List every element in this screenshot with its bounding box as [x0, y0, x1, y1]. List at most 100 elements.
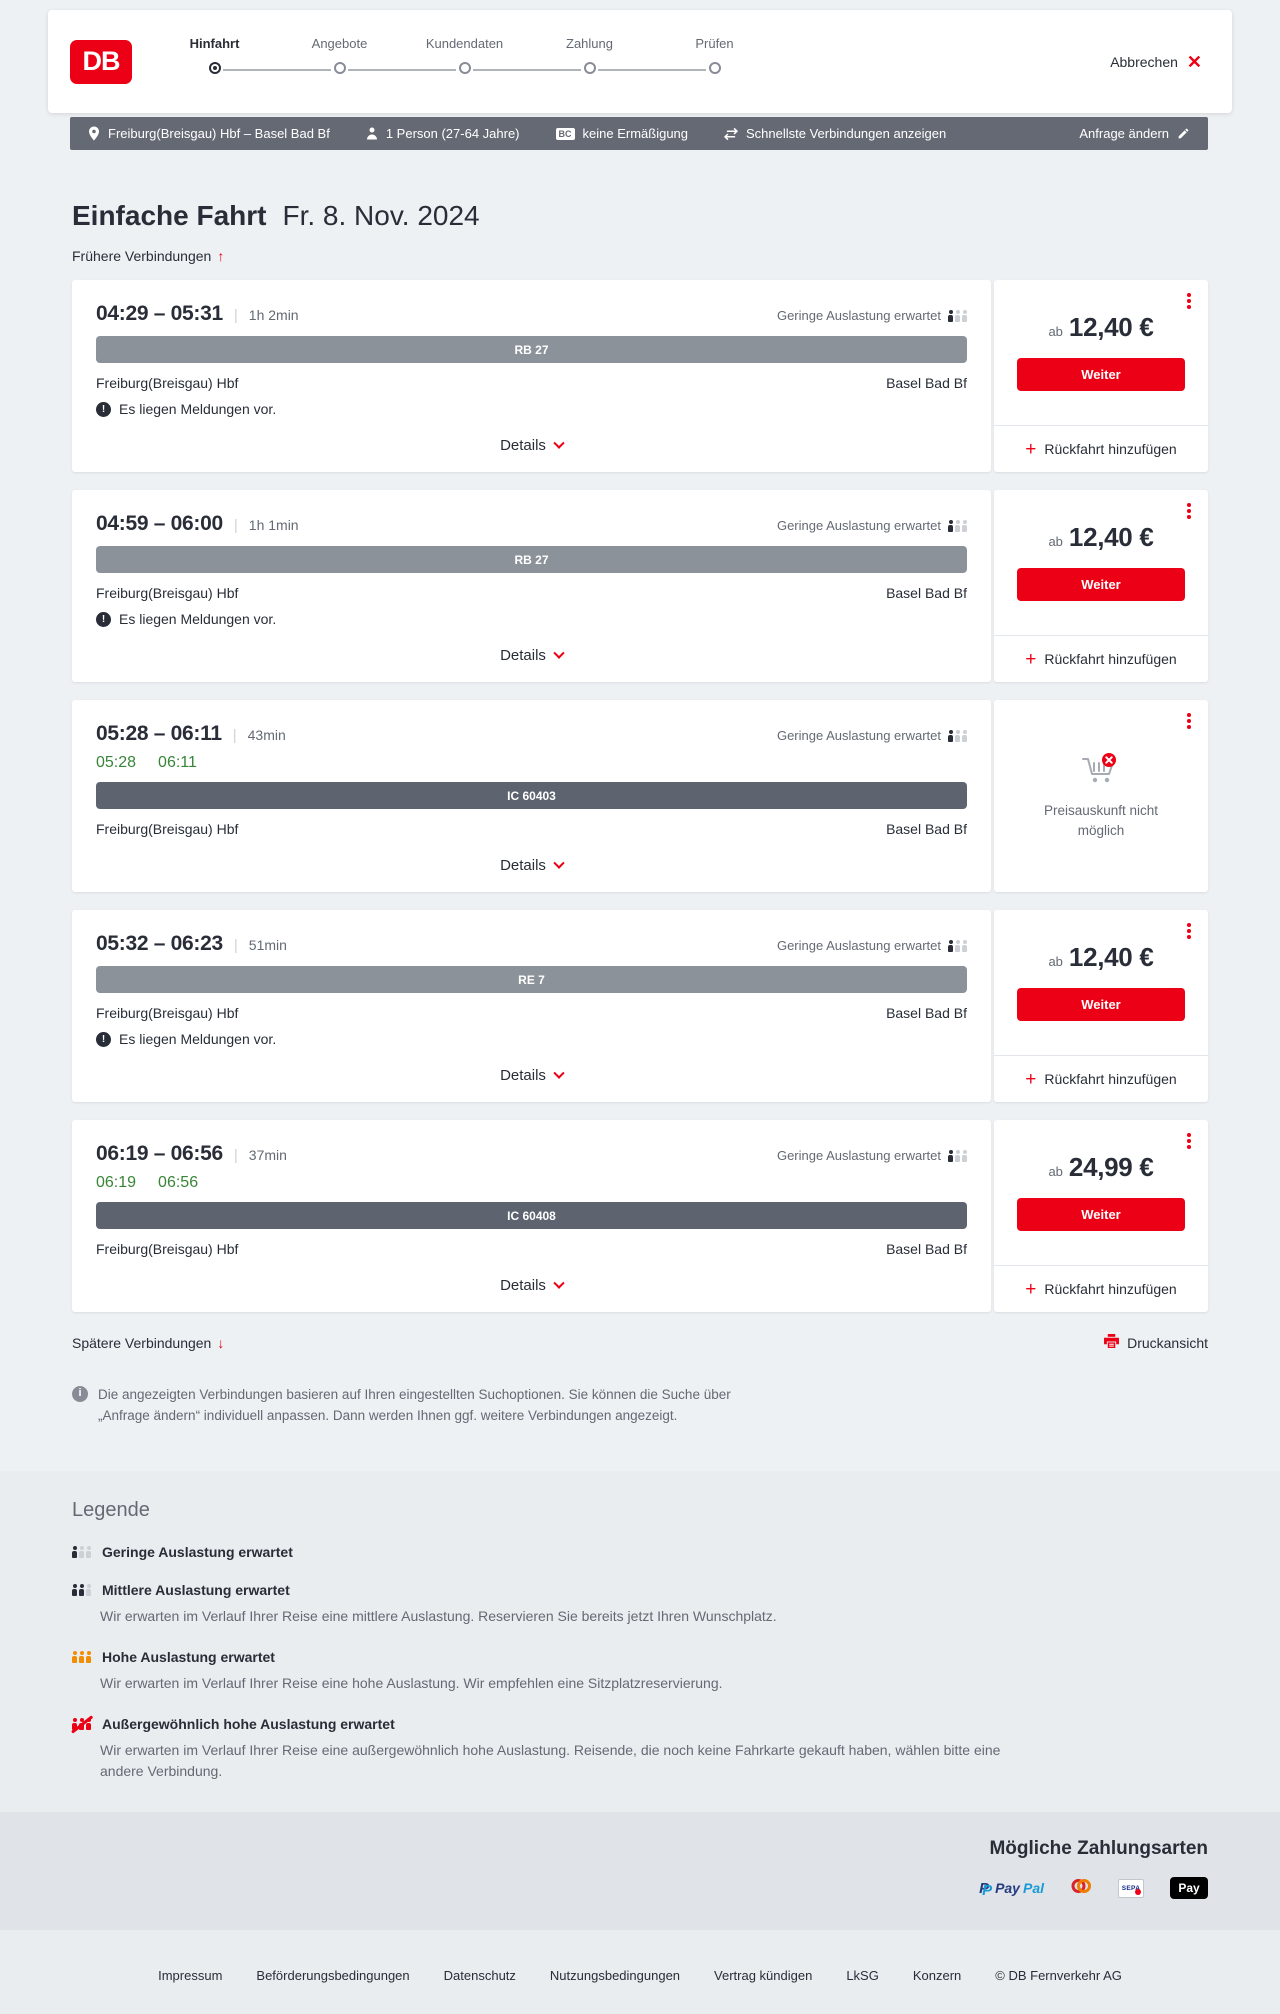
warning-text: Es liegen Meldungen vor.	[119, 1031, 277, 1047]
legend-item-title: Hohe Auslastung erwartet	[102, 1648, 275, 1665]
stepper-step[interactable]: Zahlung	[473, 10, 652, 74]
origin-station: Freiburg(Breisgau) Hbf	[96, 821, 239, 837]
footer-link[interactable]: Vertrag kündigen	[714, 1967, 813, 1983]
sepa-lastschrift-icon: SEPA	[1118, 1878, 1144, 1898]
bahncard-icon: BC	[555, 127, 575, 140]
alert-icon: !	[96, 1031, 111, 1047]
step-label: Angebote	[311, 36, 368, 51]
connection-card: 06:19 – 06:56 | 37min Geringe Auslastung…	[72, 1120, 991, 1312]
realtime-departure: 06:19	[96, 1174, 137, 1191]
print-view-button[interactable]: Druckansicht	[1104, 1334, 1208, 1351]
price-line: ab 12,40 €	[1048, 522, 1153, 553]
stepper-step[interactable]: Angebote	[223, 10, 402, 74]
connection-row: 05:28 – 06:11 | 43min Geringe Auslastung…	[72, 700, 1208, 892]
destination-station: Basel Bad Bf	[886, 1241, 967, 1257]
occupancy-indicator: Geringe Auslastung erwartet	[777, 518, 967, 533]
trip-type-title: Einfache Fahrt	[72, 200, 267, 231]
query-summary-bar: Freiburg(Breisgau) Hbf – Basel Bad Bf 1 …	[70, 117, 1208, 150]
train-segment-bar: IC 60403	[96, 782, 967, 809]
offer-panel: ab 12,40 € Weiter + Rückfahrt hinzufügen	[994, 910, 1208, 1102]
add-return-trip-button[interactable]: + Rückfahrt hinzufügen	[994, 1055, 1208, 1102]
stations-row: Freiburg(Breisgau) Hbf Basel Bad Bf	[96, 585, 967, 601]
train-number: IC 60403	[507, 788, 556, 803]
add-return-label: Rückfahrt hinzufügen	[1044, 651, 1177, 667]
origin-station: Freiburg(Breisgau) Hbf	[96, 585, 239, 601]
footer-link[interactable]: Nutzungsbedingungen	[549, 1967, 681, 1983]
footer-link[interactable]: Datenschutz	[443, 1967, 516, 1983]
db-logo[interactable]: DB	[70, 39, 132, 84]
more-options-menu[interactable]	[1185, 1131, 1193, 1151]
more-options-menu[interactable]	[1185, 291, 1193, 311]
edit-request-button[interactable]: Anfrage ändern	[1079, 126, 1190, 141]
messages-warning: ! Es liegen Meldungen vor.	[96, 1031, 967, 1047]
departure-arrival-times: 05:28 – 06:11	[96, 722, 222, 745]
step-label: Prüfen	[695, 36, 734, 51]
continue-button[interactable]: Weiter	[1017, 1198, 1185, 1231]
time-row: 05:32 – 06:23 | 51min Geringe Auslastung…	[96, 932, 967, 956]
plus-icon: +	[1025, 438, 1037, 460]
more-options-menu[interactable]	[1185, 711, 1193, 731]
step-circle-icon	[333, 62, 346, 74]
stepper-step[interactable]: Kundendaten	[348, 10, 527, 74]
connection-list: 04:29 – 05:31 | 1h 2min Geringe Auslastu…	[72, 280, 1208, 1312]
add-return-label: Rückfahrt hinzufügen	[1044, 441, 1177, 457]
occupancy-low-icon	[948, 309, 967, 322]
price-value: 12,40 €	[1068, 312, 1154, 342]
footer-link[interactable]: LkSG	[846, 1967, 879, 1983]
details-label: Details	[500, 857, 546, 874]
time-row: 06:19 – 06:56 | 37min Geringe Auslastung…	[96, 1142, 967, 1166]
details-label: Details	[500, 437, 546, 454]
checkout-stepper: Hinfahrt Angebote Kundendaten Zahlung	[152, 10, 777, 74]
more-options-menu[interactable]	[1185, 921, 1193, 941]
train-segment-bar: RE 7	[96, 966, 967, 993]
realtime-row: 06:19 06:56	[96, 1174, 967, 1192]
details-toggle[interactable]: Details	[96, 647, 967, 670]
stepper-step[interactable]: Prüfen	[598, 10, 777, 74]
add-return-trip-button[interactable]: + Rückfahrt hinzufügen	[994, 1265, 1208, 1312]
earlier-connections-label: Frühere Verbindungen	[72, 248, 212, 264]
details-toggle[interactable]: Details	[96, 1067, 967, 1090]
legend-item-head: Geringe Auslastung erwartet	[72, 1544, 1208, 1560]
origin-station: Freiburg(Breisgau) Hbf	[96, 1241, 239, 1257]
legend-item: Außergewöhnlich hohe Auslastung erwartet…	[72, 1716, 1208, 1782]
details-toggle[interactable]: Details	[96, 1277, 967, 1300]
earlier-connections-link[interactable]: Frühere Verbindungen ↑	[72, 248, 224, 264]
departure-arrival-times: 06:19 – 06:56	[96, 1142, 223, 1165]
continue-button[interactable]: Weiter	[1017, 568, 1185, 601]
details-toggle[interactable]: Details	[96, 437, 967, 460]
page-title: Einfache Fahrt Fr. 8. Nov. 2024	[72, 200, 1208, 232]
alert-icon: !	[96, 401, 111, 417]
more-options-menu[interactable]	[1185, 501, 1193, 521]
cancel-label: Abbrechen	[1110, 53, 1178, 70]
footer: Impressum Beförderungsbedingungen Datens…	[0, 1929, 1280, 2014]
later-connections-link[interactable]: Spätere Verbindungen ↓	[72, 1335, 224, 1351]
occupancy-level-icon	[72, 1583, 91, 1596]
details-toggle[interactable]: Details	[96, 857, 967, 880]
giropay-icon	[1070, 1875, 1092, 1902]
step-circle-icon	[708, 62, 721, 74]
add-return-trip-button[interactable]: + Rückfahrt hinzufügen	[994, 635, 1208, 682]
occupancy-low-icon	[948, 1149, 967, 1162]
cancel-button[interactable]: Abbrechen ✕	[1110, 53, 1202, 71]
note-text: Die angezeigten Verbindungen basieren au…	[98, 1387, 731, 1423]
footer-link[interactable]: Impressum	[158, 1967, 223, 1983]
price-block: ab 12,40 € Weiter	[994, 910, 1208, 1055]
connection-card: 04:29 – 05:31 | 1h 2min Geringe Auslastu…	[72, 280, 991, 472]
trip-duration: 1h 1min	[248, 517, 299, 533]
stepper-step[interactable]: Hinfahrt	[152, 10, 277, 74]
continue-button[interactable]: Weiter	[1017, 358, 1185, 391]
no-price-block: Preisauskunft nicht möglich	[994, 700, 1208, 892]
train-segment-bar: IC 60408	[96, 1202, 967, 1229]
occupancy-indicator: Geringe Auslastung erwartet	[777, 1148, 967, 1163]
footer-link[interactable]: Beförderungsbedingungen	[256, 1967, 410, 1983]
continue-button[interactable]: Weiter	[1017, 988, 1185, 1021]
legend-item: Mittlere Auslastung erwartet Wir erwarte…	[72, 1582, 1208, 1627]
realtime-arrival: 06:11	[158, 754, 197, 771]
fastest-connections-toggle[interactable]: Schnellste Verbindungen anzeigen	[724, 126, 946, 141]
train-segment-bar: RB 27	[96, 336, 967, 363]
add-return-trip-button[interactable]: + Rückfahrt hinzufügen	[994, 425, 1208, 472]
connection-row: 04:29 – 05:31 | 1h 2min Geringe Auslastu…	[72, 280, 1208, 472]
footer-link[interactable]: Konzern	[912, 1967, 962, 1983]
